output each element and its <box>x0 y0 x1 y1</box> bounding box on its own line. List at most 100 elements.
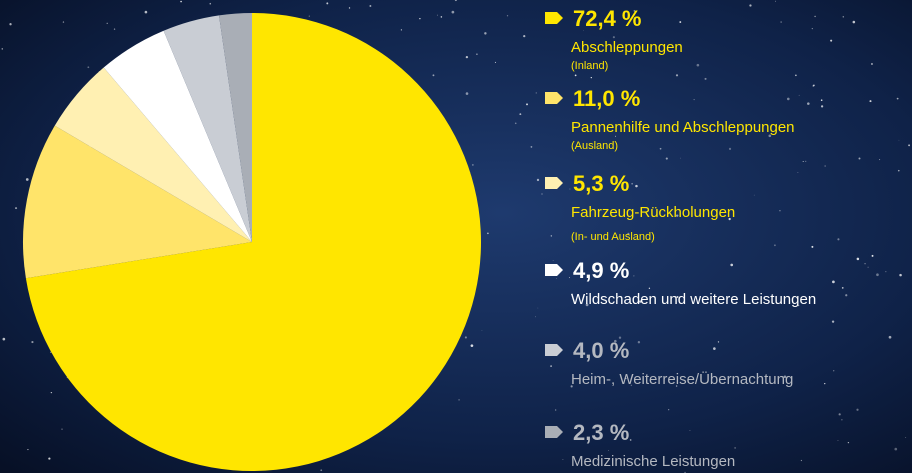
star <box>807 102 810 105</box>
value-label: 4,9 % <box>573 258 629 283</box>
star <box>779 210 780 211</box>
star <box>495 62 496 63</box>
star <box>51 392 52 393</box>
star <box>638 341 640 343</box>
star <box>666 158 668 160</box>
star <box>704 78 706 80</box>
star <box>734 447 736 449</box>
star <box>87 66 89 68</box>
star <box>630 439 632 441</box>
star <box>471 344 474 347</box>
star <box>897 98 899 100</box>
star <box>811 246 813 248</box>
star <box>369 5 371 7</box>
star <box>145 11 148 14</box>
star <box>31 341 33 343</box>
star <box>591 77 592 78</box>
star <box>326 2 328 4</box>
star <box>660 148 662 150</box>
legend-label: Fahrzeug-Rückholungen <box>571 204 735 221</box>
star <box>452 11 455 14</box>
star <box>730 264 733 267</box>
star <box>541 193 542 194</box>
star <box>484 32 486 34</box>
star <box>437 15 438 16</box>
star <box>48 457 50 459</box>
star <box>821 99 823 101</box>
star <box>551 235 552 236</box>
star <box>876 273 879 276</box>
star <box>832 280 835 283</box>
star <box>535 316 536 317</box>
star <box>713 347 716 350</box>
star <box>694 99 695 100</box>
star <box>526 103 528 105</box>
star <box>419 18 420 19</box>
star <box>898 170 900 172</box>
star <box>679 21 681 23</box>
star <box>839 413 841 415</box>
star <box>859 158 861 160</box>
star <box>869 100 871 102</box>
star <box>9 23 11 25</box>
pie <box>23 13 481 471</box>
value-label: 2,3 % <box>573 420 629 445</box>
star <box>754 195 755 196</box>
star <box>868 267 869 268</box>
star <box>787 98 790 101</box>
star <box>556 278 557 279</box>
star <box>824 383 825 384</box>
star <box>550 365 552 367</box>
legend-note: (Ausland) <box>571 140 618 152</box>
star <box>114 28 115 29</box>
star <box>465 336 467 338</box>
chart: 72,4 %Abschleppungen(Inland)11,0 %Pannen… <box>0 0 912 473</box>
star <box>842 287 844 289</box>
star <box>668 409 669 410</box>
star <box>26 178 29 181</box>
star <box>833 370 834 371</box>
star <box>676 74 678 76</box>
star <box>569 189 570 190</box>
star <box>107 23 108 24</box>
star <box>853 21 856 24</box>
star <box>27 449 28 450</box>
star <box>635 185 637 187</box>
star <box>889 336 892 339</box>
star <box>821 105 823 107</box>
star <box>813 85 815 87</box>
star <box>553 260 554 261</box>
star <box>575 74 577 76</box>
star <box>718 341 719 342</box>
star <box>536 92 537 93</box>
star <box>309 16 310 17</box>
legend-label: Pannenhilfe und Abschleppungen <box>571 119 795 136</box>
star <box>879 159 880 160</box>
star <box>441 16 443 18</box>
star <box>210 3 212 5</box>
legend-label: Abschleppungen <box>571 39 683 56</box>
star <box>905 437 906 438</box>
star <box>798 172 799 173</box>
star <box>2 48 3 49</box>
star <box>680 158 681 159</box>
star <box>538 308 539 309</box>
star <box>631 183 633 185</box>
star <box>63 21 64 22</box>
star <box>466 56 468 58</box>
legend-label: Medizinische Leistungen <box>571 453 735 470</box>
star <box>458 399 459 400</box>
star <box>320 469 322 471</box>
star <box>476 54 477 55</box>
star <box>466 92 469 95</box>
star <box>649 288 650 289</box>
value-label: 4,0 % <box>573 338 629 363</box>
star <box>857 258 860 261</box>
star <box>795 75 797 77</box>
star <box>537 179 539 181</box>
star <box>837 238 839 240</box>
legend-note: (Inland) <box>571 60 608 72</box>
star <box>899 140 900 141</box>
star <box>3 338 6 341</box>
star <box>697 64 700 67</box>
